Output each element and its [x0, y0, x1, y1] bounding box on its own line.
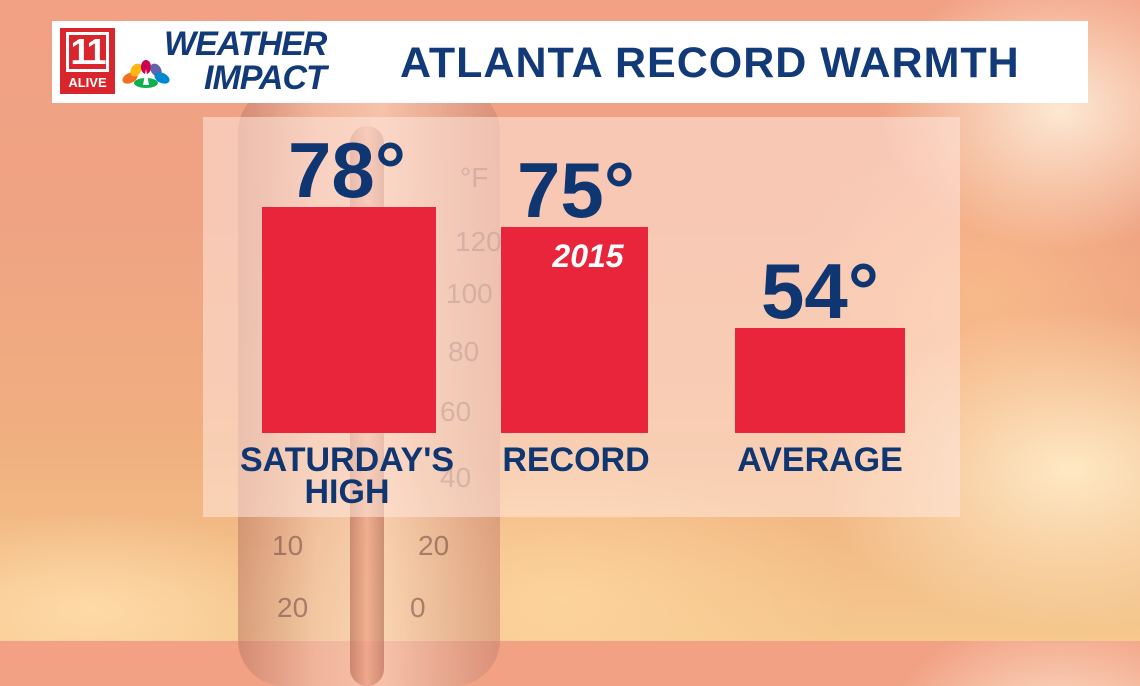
scale-number: 20: [277, 592, 309, 623]
header-banner: 11 ALIVE WEATHER IMPACT ATLANTA RECORD W…: [52, 21, 1088, 103]
station-number: 11: [66, 32, 109, 72]
value-label: 75°: [517, 146, 635, 234]
brand-impact: IMPACT: [204, 59, 327, 97]
station-name: ALIVE: [68, 75, 107, 90]
scale-number: 10: [272, 530, 304, 561]
bar: [501, 227, 648, 433]
value-label: 54°: [761, 247, 879, 335]
scale-number: 20: [418, 530, 450, 561]
record-year-label: 2015: [551, 238, 624, 274]
category-label: HIGH: [305, 473, 390, 511]
category-label: RECORD: [502, 441, 649, 479]
scale-number: 0: [410, 592, 426, 623]
brand-weather: WEATHER: [164, 25, 327, 63]
category-label: SATURDAY'S: [240, 441, 454, 479]
page-title: ATLANTA RECORD WARMTH: [400, 39, 1020, 87]
value-label: 78°: [288, 126, 406, 214]
station-logo: 11 ALIVE: [60, 28, 115, 94]
category-label: AVERAGE: [737, 441, 903, 479]
peacock-icon: [122, 60, 170, 88]
bar: [735, 328, 905, 433]
bar: [262, 207, 436, 433]
